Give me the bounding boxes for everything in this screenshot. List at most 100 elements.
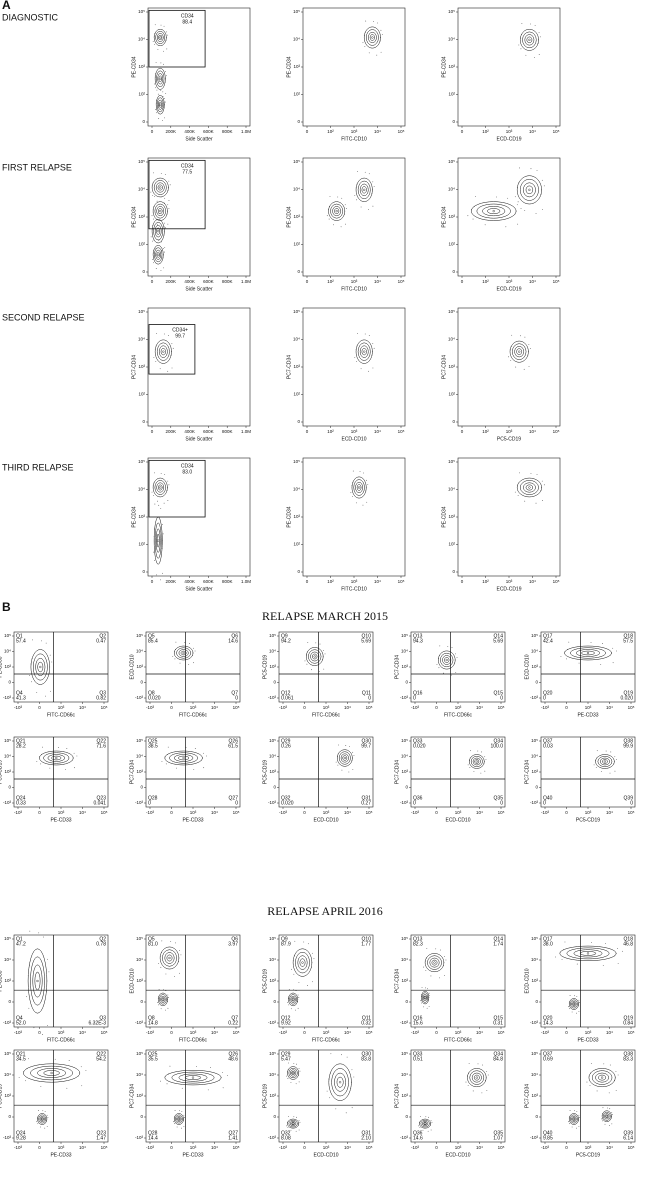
- event-dot: [484, 770, 486, 772]
- quadrant-name: Q15: [494, 1015, 504, 1021]
- contour: [568, 1113, 579, 1125]
- quadrant-name: Q2: [99, 936, 106, 942]
- y-tick-label: 0: [140, 999, 143, 1004]
- event-dot: [163, 247, 164, 249]
- event-dot: [168, 208, 170, 209]
- x-tick-label: 10³: [506, 129, 513, 134]
- event-dot: [593, 764, 595, 766]
- x-tick-label: 10²: [327, 579, 334, 584]
- event-dot: [431, 1121, 433, 1123]
- event-dot: [166, 48, 168, 50]
- x-axis-label: ECD-CD19: [496, 286, 521, 292]
- event-dot: [455, 653, 457, 655]
- contour: [171, 1071, 215, 1084]
- plot-frame: [278, 934, 374, 1028]
- event-dot: [534, 24, 536, 26]
- x-tick-label: -10³: [541, 1145, 550, 1150]
- event-dot: [203, 767, 205, 769]
- contour: [334, 208, 340, 214]
- quadrant-value: 41.3: [16, 695, 26, 701]
- contour: [421, 990, 430, 1005]
- x-tick-label: 10⁵: [101, 1145, 108, 1150]
- event-dot: [297, 1007, 299, 1009]
- contour: [355, 339, 373, 364]
- event-dot: [76, 755, 78, 757]
- event-dot: [181, 1087, 183, 1089]
- event-dot: [373, 186, 375, 187]
- event-dot: [319, 643, 321, 645]
- event-dot: [542, 209, 543, 210]
- contour-core: [159, 103, 162, 106]
- event-dot: [164, 97, 165, 99]
- y-tick-label: 10⁴: [136, 1072, 143, 1077]
- event-dot: [167, 204, 169, 206]
- plot-frame: [302, 7, 406, 127]
- contour: [442, 655, 452, 665]
- event-dot: [162, 524, 163, 526]
- x-axis-label: PE-CD33: [50, 1152, 71, 1158]
- event-dot: [160, 241, 162, 243]
- y-tick-label: -10³: [268, 1020, 277, 1025]
- contour: [299, 958, 306, 967]
- event-dot: [366, 501, 368, 503]
- event-dot: [152, 41, 154, 42]
- quadrant-name: Q30: [362, 738, 372, 744]
- event-dot: [45, 695, 46, 697]
- event-dot: [609, 1064, 611, 1066]
- x-axis-label: FITC-CD10: [341, 586, 367, 592]
- y-axis-label: PC5-CD19: [262, 969, 268, 993]
- quadrant-value: 14.4: [148, 1135, 158, 1141]
- contour-core: [445, 658, 448, 662]
- quadrant-value: 35.5: [148, 1056, 158, 1062]
- contour: [337, 749, 353, 767]
- quadrant-value: 0.26: [281, 743, 291, 749]
- x-axis-label: FITC-CD66c: [312, 712, 341, 718]
- y-axis-label: PC7-CD34: [129, 1084, 135, 1108]
- event-dot: [40, 1085, 42, 1087]
- event-dot: [430, 1129, 432, 1131]
- y-axis-label: PE-CD34: [131, 56, 137, 77]
- plot-frame: [278, 736, 374, 808]
- contour: [161, 997, 165, 1002]
- quadrant-value: 0: [148, 800, 151, 806]
- quadrant-name: Q27: [229, 1130, 239, 1136]
- event-dot: [329, 196, 331, 197]
- x-tick-label: 0: [435, 1030, 438, 1035]
- contour: [572, 1002, 576, 1006]
- quadrant-name: Q16: [413, 1015, 423, 1021]
- y-tick-label: 10³: [293, 514, 300, 519]
- x-tick-label: 0: [38, 1145, 41, 1150]
- event-dot: [296, 1116, 298, 1118]
- event-dot: [555, 956, 556, 958]
- contour-core: [292, 1122, 295, 1125]
- event-dot: [576, 1012, 577, 1014]
- x-tick-label: -10³: [14, 810, 23, 815]
- contour: [336, 1076, 344, 1088]
- y-tick-label: 0: [297, 269, 300, 274]
- event-dot: [600, 664, 602, 666]
- event-dot: [167, 480, 169, 482]
- event-dot: [541, 179, 543, 181]
- event-dot: [467, 1084, 469, 1086]
- y-tick-label: 0: [452, 269, 455, 274]
- event-dot: [535, 502, 537, 504]
- contour: [591, 1070, 613, 1085]
- event-dot: [161, 940, 163, 942]
- quadrant-value: 0: [413, 695, 416, 701]
- contour-core: [335, 210, 338, 213]
- event-dot: [193, 662, 195, 664]
- y-axis-label: PC7-CD34: [129, 760, 135, 784]
- event-dot: [156, 112, 157, 114]
- contour: [471, 201, 517, 221]
- event-dot: [206, 755, 207, 757]
- event-dot: [519, 335, 521, 337]
- y-tick-label: -10³: [135, 1020, 144, 1025]
- event-dot: [155, 108, 156, 110]
- x-tick-label: -10³: [411, 1145, 420, 1150]
- quadrant-value: 6.32E-3: [88, 1020, 106, 1026]
- contour: [173, 645, 194, 661]
- contour: [160, 348, 166, 356]
- event-dot: [352, 470, 354, 472]
- contour: [288, 992, 299, 1007]
- contour: [431, 959, 438, 966]
